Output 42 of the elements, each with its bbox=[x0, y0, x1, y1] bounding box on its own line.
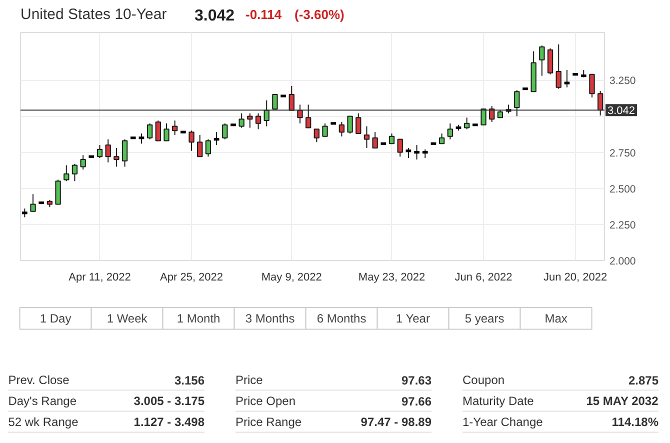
text: 3.156 bbox=[174, 374, 205, 388]
text: Price Range bbox=[236, 415, 302, 430]
text: Prev. Close bbox=[8, 373, 70, 388]
x-tick-label: Jun 6, 2022 bbox=[454, 272, 512, 284]
y-tick-label: 2.750 bbox=[610, 147, 636, 160]
text: 1 Month bbox=[176, 312, 220, 326]
text: 3 Months bbox=[245, 312, 295, 326]
text: 2.875 bbox=[628, 374, 659, 388]
text: 3.042 bbox=[194, 8, 235, 24]
text: Price Open bbox=[236, 394, 296, 408]
text: 1 Week bbox=[106, 312, 148, 326]
text: Maturity Date bbox=[462, 394, 534, 408]
text: 97.47 - 98.89 bbox=[360, 415, 432, 430]
x-tick-label: Apr 25, 2022 bbox=[160, 272, 224, 284]
text: -0.114 bbox=[246, 7, 282, 22]
x-tick-label: Apr 11, 2022 bbox=[68, 272, 131, 284]
text: 1 Day bbox=[40, 312, 72, 326]
y-tick-label: 3.250 bbox=[610, 75, 636, 88]
text: 97.66 bbox=[401, 394, 432, 409]
text: Price bbox=[236, 373, 264, 388]
ref-line-label: 3.042 bbox=[608, 105, 636, 118]
y-tick-label: 2.500 bbox=[610, 183, 636, 196]
text: 52 wk Range bbox=[8, 415, 79, 430]
text: 6 Months bbox=[316, 312, 366, 326]
text: 1.127 - 3.498 bbox=[134, 415, 205, 430]
text: Coupon bbox=[462, 373, 505, 388]
text: (-3.60%) bbox=[294, 7, 344, 22]
x-tick-label: May 9, 2022 bbox=[261, 272, 322, 284]
text: Day's Range bbox=[8, 394, 77, 408]
y-tick-label: 2.250 bbox=[610, 219, 636, 232]
text: 97.63 bbox=[401, 374, 432, 388]
chart-title: United States 10-Year bbox=[20, 6, 167, 23]
x-tick-label: May 23, 2022 bbox=[358, 272, 426, 284]
text: 1 Year bbox=[396, 312, 430, 326]
text: 5 years bbox=[464, 312, 504, 326]
y-tick-label: 2.000 bbox=[610, 256, 636, 268]
text: 1-Year Change bbox=[462, 415, 544, 430]
text: Max bbox=[544, 312, 568, 326]
text: 3.005 - 3.175 bbox=[134, 394, 205, 408]
text: 114.18% bbox=[612, 415, 659, 430]
x-tick-label: Jun 20, 2022 bbox=[543, 272, 608, 284]
text: 15 MAY 2032 bbox=[586, 394, 659, 408]
